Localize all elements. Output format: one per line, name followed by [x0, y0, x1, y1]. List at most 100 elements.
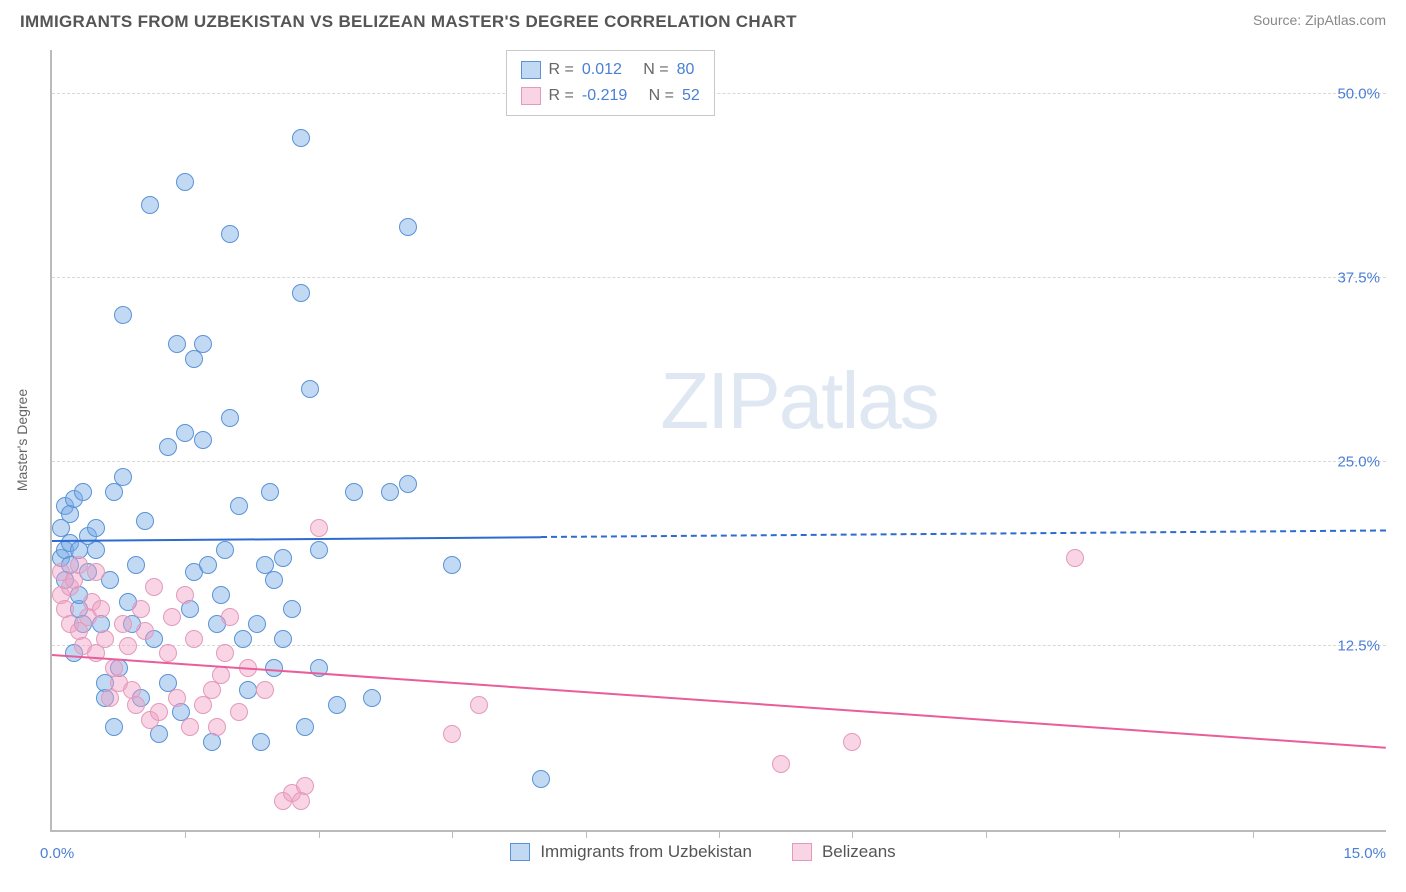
x-tick	[452, 830, 453, 838]
source-label: Source: ZipAtlas.com	[1253, 12, 1386, 28]
data-point	[443, 725, 461, 743]
watermark: ZIPatlas	[660, 355, 937, 447]
data-point	[261, 483, 279, 501]
legend-label-2: Belizeans	[822, 842, 896, 862]
stats-legend-row: R = 0.012 N = 80	[521, 57, 700, 83]
data-point	[185, 630, 203, 648]
data-point	[283, 600, 301, 618]
data-point	[194, 335, 212, 353]
watermark-atlas: atlas	[779, 356, 938, 445]
legend-label-1: Immigrants from Uzbekistan	[540, 842, 752, 862]
data-point	[212, 666, 230, 684]
trend-line	[52, 654, 1386, 749]
scatter-chart: ZIPatlas 12.5%25.0%37.5%50.0% R = 0.012 …	[50, 50, 1386, 832]
data-point	[145, 578, 163, 596]
data-point	[105, 718, 123, 736]
data-point	[221, 225, 239, 243]
legend-item-series-2: Belizeans	[792, 842, 896, 862]
data-point	[381, 483, 399, 501]
x-tick	[986, 830, 987, 838]
data-point	[274, 549, 292, 567]
y-tick-label: 37.5%	[1337, 270, 1380, 287]
legend-swatch-1	[510, 843, 530, 861]
data-point	[772, 755, 790, 773]
x-tick	[319, 830, 320, 838]
data-point	[399, 218, 417, 236]
data-point	[843, 733, 861, 751]
data-point	[239, 681, 257, 699]
data-point	[296, 777, 314, 795]
data-point	[470, 696, 488, 714]
data-point	[301, 380, 319, 398]
gridline	[52, 277, 1386, 278]
data-point	[159, 438, 177, 456]
data-point	[399, 475, 417, 493]
data-point	[248, 615, 266, 633]
data-point	[443, 556, 461, 574]
data-point	[216, 541, 234, 559]
data-point	[230, 497, 248, 515]
data-point	[310, 541, 328, 559]
legend-N: 52	[682, 87, 700, 105]
bottom-legend: Immigrants from Uzbekistan Belizeans	[0, 842, 1406, 862]
data-point	[87, 519, 105, 537]
data-point	[74, 483, 92, 501]
legend-R: 0.012	[582, 61, 622, 79]
legend-R: -0.219	[582, 87, 627, 105]
data-point	[168, 689, 186, 707]
y-tick-label: 12.5%	[1337, 638, 1380, 655]
data-point	[92, 600, 110, 618]
data-point	[328, 696, 346, 714]
x-tick	[586, 830, 587, 838]
data-point	[208, 718, 226, 736]
data-point	[296, 718, 314, 736]
legend-swatch-2	[792, 843, 812, 861]
data-point	[87, 563, 105, 581]
data-point	[216, 644, 234, 662]
data-point	[150, 703, 168, 721]
data-point	[194, 431, 212, 449]
data-point	[114, 615, 132, 633]
legend-swatch	[521, 87, 541, 105]
x-tick	[719, 830, 720, 838]
data-point	[292, 284, 310, 302]
x-tick	[852, 830, 853, 838]
data-point	[221, 608, 239, 626]
data-point	[136, 512, 154, 530]
data-point	[234, 630, 252, 648]
data-point	[230, 703, 248, 721]
data-point	[96, 630, 114, 648]
data-point	[163, 608, 181, 626]
data-point	[70, 556, 88, 574]
data-point	[176, 424, 194, 442]
legend-item-series-1: Immigrants from Uzbekistan	[510, 842, 752, 862]
gridline	[52, 645, 1386, 646]
watermark-zip: ZIP	[660, 356, 778, 445]
data-point	[252, 733, 270, 751]
x-tick	[1253, 830, 1254, 838]
stats-legend-row: R = -0.219 N = 52	[521, 83, 700, 109]
stats-legend: R = 0.012 N = 80 R = -0.219 N = 52	[506, 50, 715, 116]
data-point	[532, 770, 550, 788]
data-point	[114, 468, 132, 486]
data-point	[132, 600, 150, 618]
y-axis-title: Master's Degree	[14, 389, 30, 491]
legend-swatch	[521, 61, 541, 79]
data-point	[310, 519, 328, 537]
chart-title: IMMIGRANTS FROM UZBEKISTAN VS BELIZEAN M…	[20, 12, 797, 32]
data-point	[127, 696, 145, 714]
data-point	[136, 622, 154, 640]
data-point	[221, 409, 239, 427]
data-point	[1066, 549, 1084, 567]
data-point	[168, 335, 186, 353]
data-point	[181, 718, 199, 736]
gridline	[52, 461, 1386, 462]
data-point	[119, 637, 137, 655]
data-point	[114, 306, 132, 324]
y-tick-label: 50.0%	[1337, 86, 1380, 103]
data-point	[141, 196, 159, 214]
data-point	[87, 541, 105, 559]
data-point	[256, 681, 274, 699]
data-point	[199, 556, 217, 574]
x-tick	[1119, 830, 1120, 838]
